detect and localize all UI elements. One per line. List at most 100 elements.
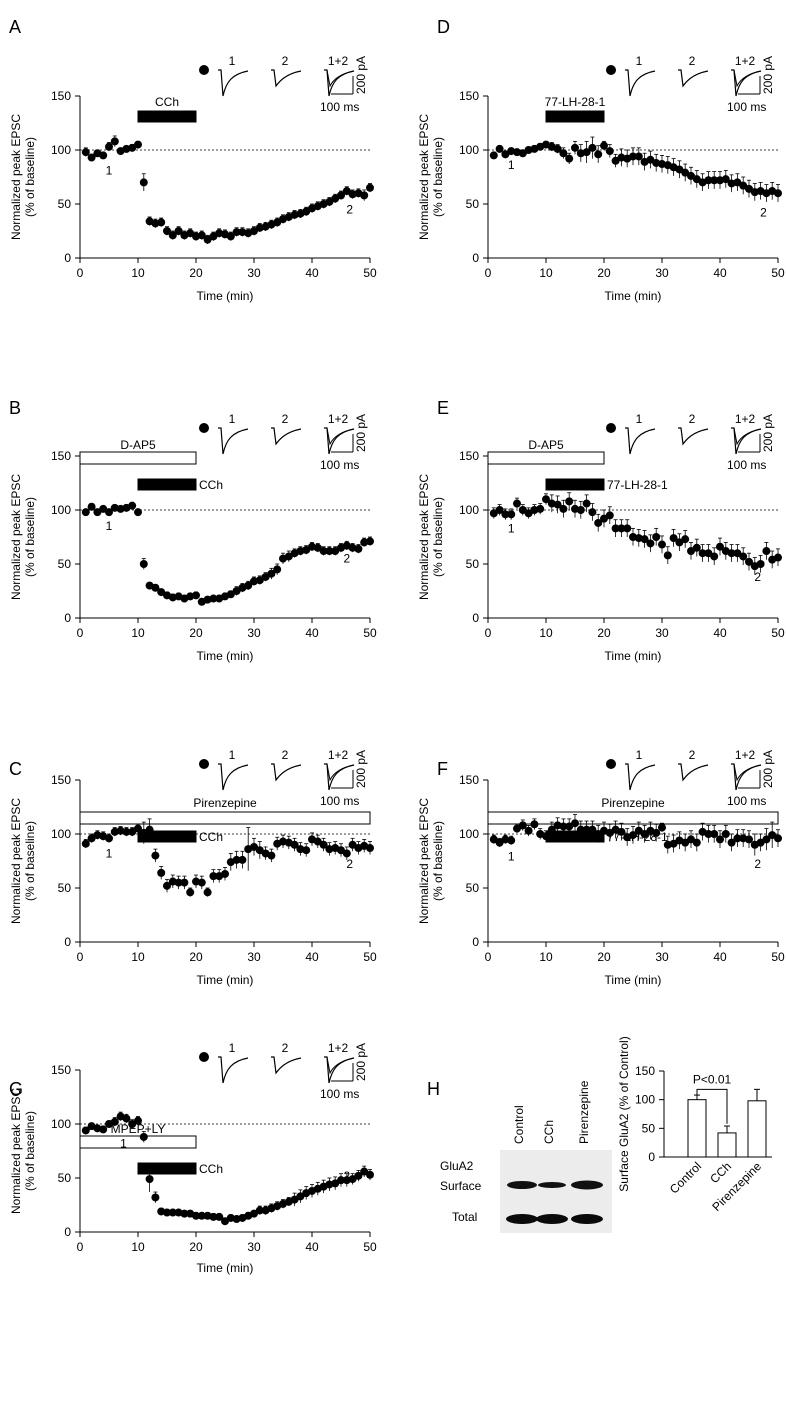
data-point	[232, 855, 241, 864]
inset-marker	[199, 1052, 209, 1062]
y-tick-label: 100	[635, 1093, 655, 1107]
data-point	[617, 524, 626, 533]
scale-bar-y-label: 200 pA	[761, 414, 775, 452]
data-point	[110, 137, 119, 146]
y-tick-label: 150	[635, 1064, 655, 1078]
significance-label: P<0.01	[693, 1072, 732, 1086]
inset-marker	[606, 759, 616, 769]
data-point	[710, 176, 719, 185]
data-point	[663, 551, 672, 560]
y-axis-title-line: Normalized peak EPSC	[417, 114, 431, 240]
point-label: 1	[508, 521, 515, 535]
epsc-trace	[731, 69, 762, 97]
y-tick-label: 100	[51, 1117, 71, 1131]
data-point	[658, 540, 666, 549]
x-tick-label: 30	[247, 950, 261, 964]
panel-letter: A	[9, 17, 21, 37]
data-point	[186, 888, 195, 897]
blot-band-surface	[571, 1180, 603, 1190]
data-point	[180, 878, 189, 887]
epsc-trace	[731, 69, 762, 88]
data-point	[209, 594, 218, 603]
data-point	[337, 1176, 345, 1185]
data-point	[134, 1116, 142, 1125]
x-tick-label: 50	[363, 950, 377, 964]
y-tick-label: 50	[58, 197, 72, 211]
data-point	[547, 825, 556, 834]
y-axis-title: Normalized peak EPSC(% of baseline)	[417, 114, 445, 240]
panel-c: C 0 10 20 30 40 50 0 50 100 150 Time (min) Normalize…	[9, 748, 377, 987]
data-point	[559, 149, 568, 158]
point-label: 2	[343, 1169, 350, 1183]
data-point	[163, 227, 171, 235]
data-point	[745, 557, 753, 566]
trace-label: 2	[689, 412, 696, 426]
data-point	[226, 232, 235, 241]
data-point	[81, 148, 90, 157]
data-point	[319, 840, 328, 849]
drug-bar	[487, 811, 779, 825]
data-point	[134, 140, 142, 149]
data-point	[87, 153, 96, 162]
data-point	[611, 524, 620, 533]
data-point	[221, 869, 229, 878]
data-point	[168, 231, 177, 240]
epsc-trace	[324, 69, 355, 97]
data-point	[658, 823, 666, 832]
data-point	[203, 888, 212, 897]
y-tick-label: 50	[58, 557, 72, 571]
x-tick-label: 50	[363, 1240, 377, 1254]
x-tick-label: 10	[131, 626, 145, 640]
drug-bar-label: CCh	[199, 830, 223, 844]
trace-inset: 1 2 1+2 200 pA 100 ms	[606, 412, 775, 472]
drug-bar-label: 77-LH-28-1	[607, 478, 668, 492]
x-tick-label: 30	[655, 266, 669, 280]
data-point	[553, 144, 562, 153]
data-point	[366, 1170, 374, 1179]
data-point	[354, 1171, 363, 1180]
scale-bar-y-label: 200 pA	[354, 1043, 368, 1081]
data-point	[582, 499, 591, 508]
data-point	[192, 591, 200, 600]
scale-bar-y-label: 200 pA	[354, 750, 368, 788]
drug-bar	[545, 478, 605, 491]
epsc-trace	[324, 427, 355, 455]
data-point	[81, 839, 90, 848]
data-point	[629, 831, 637, 840]
x-tick-label: 20	[597, 626, 611, 640]
data-point	[588, 508, 597, 517]
data-point	[646, 539, 655, 548]
scale-bar-x-label: 100 ms	[320, 100, 359, 114]
epsc-trace	[324, 69, 355, 88]
x-tick-label: 40	[713, 950, 727, 964]
data-point	[565, 497, 574, 506]
drug-bar	[79, 451, 197, 465]
epsc-trace	[678, 427, 709, 446]
drug-bar	[79, 811, 371, 825]
panel-h: H Control CCh Pirenzepine GluA2 Surface Total 0…	[427, 1036, 772, 1233]
data-point	[565, 154, 574, 163]
scale-bar-x-label: 100 ms	[320, 458, 359, 472]
x-tick-label: 10	[539, 950, 553, 964]
epsc-trace	[218, 427, 249, 455]
data-point	[145, 1175, 154, 1184]
epsc-trace	[324, 763, 355, 791]
scale-bar-x-label: 100 ms	[727, 100, 766, 114]
x-tick-label: 40	[305, 1240, 319, 1254]
data-point	[302, 846, 311, 855]
data-point	[238, 855, 247, 864]
scale-bar-x-label: 100 ms	[320, 1087, 359, 1101]
x-tick-label: 20	[597, 266, 611, 280]
x-axis-title: Time (min)	[605, 649, 662, 663]
y-tick-label: 50	[642, 1121, 656, 1135]
scale-bar-x-label: 100 ms	[727, 458, 766, 472]
x-tick-label: 50	[363, 266, 377, 280]
y-axis-title-line: Normalized peak EPSC	[417, 798, 431, 924]
data-point	[605, 147, 614, 156]
panel-a: A 0 10 20 30 40 50 0 50 100 150 Time (min) Normalize…	[9, 17, 377, 303]
y-tick-label: 0	[64, 1225, 71, 1239]
data-point	[337, 191, 345, 200]
data-point	[122, 827, 131, 836]
y-tick-label: 150	[51, 773, 71, 787]
